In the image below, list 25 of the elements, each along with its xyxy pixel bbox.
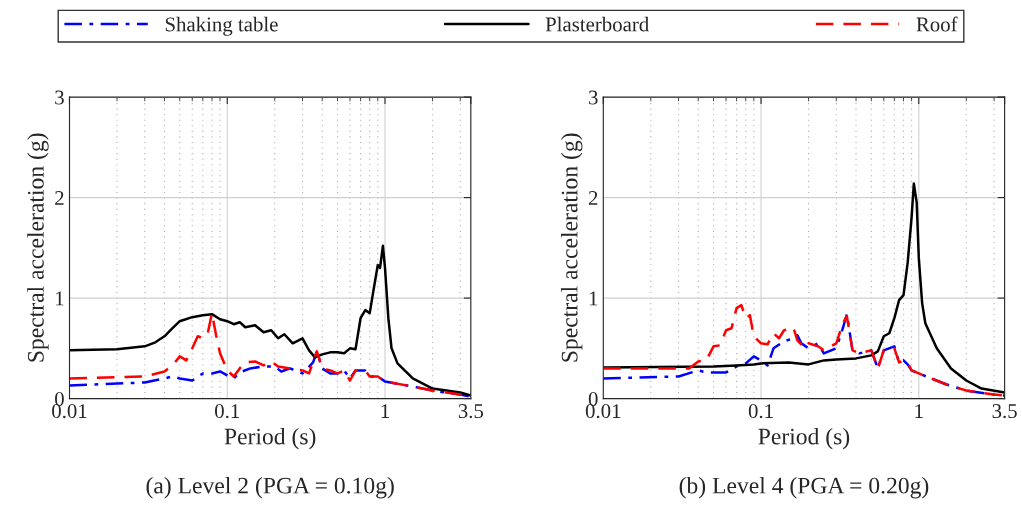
legend-label: Plasterboard xyxy=(545,16,649,32)
text: (b) Level 4 (PGA = 0.20g) xyxy=(679,476,929,499)
x-tick-label: 3.5 xyxy=(458,404,484,419)
x-axis-title: Period (s) xyxy=(224,427,316,450)
y-tick-label: 0 xyxy=(55,391,64,407)
legend-label: Roof xyxy=(916,16,958,32)
y-axis-title: Spectral acceleration (g) xyxy=(27,133,49,362)
x-tick-label: 0.01 xyxy=(52,404,87,419)
legend-label: Shaking table xyxy=(165,16,278,36)
y-tick-label: 3 xyxy=(55,90,64,105)
text: (a) Level 2 (PGA = 0.10g) xyxy=(146,476,394,499)
x-tick-label: 1 xyxy=(915,404,923,418)
x-tick-label: 0.01 xyxy=(585,404,621,419)
y-tick-label: 0 xyxy=(588,391,598,407)
x-tick-label: 0.1 xyxy=(748,404,773,419)
x-tick-label: 3.5 xyxy=(992,404,1017,419)
x-axis-title: Period (s) xyxy=(758,427,850,450)
y-tick-label: 1 xyxy=(56,291,64,306)
y-tick-label: 2 xyxy=(588,191,598,205)
x-tick-label: 0.1 xyxy=(215,404,240,419)
y-tick-label: 2 xyxy=(55,191,64,205)
x-tick-label: 1 xyxy=(381,404,389,418)
y-tick-label: 1 xyxy=(589,291,598,306)
y-tick-label: 3 xyxy=(589,90,598,105)
y-axis-title: Spectral acceleration (g) xyxy=(560,133,583,362)
